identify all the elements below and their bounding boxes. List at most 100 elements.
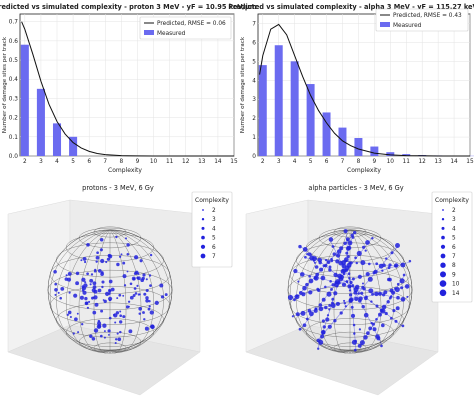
x-tick-label: 7 (103, 159, 107, 165)
damage-site-point (87, 307, 89, 309)
damage-site-point (383, 290, 387, 294)
x-tick-label: 15 (230, 159, 238, 165)
damage-site-point (339, 277, 344, 282)
damage-site-point (351, 314, 355, 318)
damage-site-point (81, 323, 83, 325)
damage-site-point (296, 294, 299, 297)
damage-site-point (306, 318, 309, 321)
damage-site-point (75, 281, 79, 285)
damage-site-point (376, 305, 379, 308)
damage-site-point (92, 311, 96, 315)
damage-site-point (345, 269, 348, 272)
damage-site-point (293, 298, 296, 301)
damage-site-point (366, 331, 370, 335)
damage-site-point (388, 263, 391, 266)
damage-site-point (161, 295, 164, 298)
damage-site-point (335, 259, 339, 263)
damage-site-point (332, 245, 335, 248)
damage-site-point (331, 303, 336, 308)
damage-site-point (349, 289, 351, 291)
y-tick-label: 0.3 (9, 96, 19, 102)
damage-site-point (403, 274, 406, 277)
damage-site-point (352, 278, 355, 281)
legend-marker (442, 209, 444, 211)
damage-site-point (322, 298, 326, 302)
x-tick-label: 5 (309, 159, 313, 165)
y-tick-label: 1 (252, 135, 256, 141)
damage-site-point (122, 262, 125, 265)
damage-site-point (127, 271, 129, 273)
damage-site-point (136, 285, 138, 287)
damage-site-point (150, 324, 154, 328)
damage-site-point (357, 292, 359, 294)
damage-site-point (122, 315, 125, 318)
damage-site-point (342, 283, 346, 287)
damage-site-point (390, 317, 393, 320)
damage-site-point (155, 301, 159, 305)
damage-site-point (108, 254, 111, 257)
x-tick-label: 3 (277, 159, 281, 165)
damage-site-point (149, 284, 152, 287)
damage-site-point (344, 302, 346, 304)
damage-site-point (100, 248, 103, 251)
damage-site-point (321, 276, 326, 281)
y-tick-label: 7 (252, 21, 256, 27)
damage-site-point (328, 304, 331, 307)
damage-site-point (309, 279, 314, 284)
x-tick-label: 7 (341, 159, 345, 165)
damage-site-point (300, 272, 305, 277)
damage-site-point (86, 243, 90, 247)
damage-site-point (397, 283, 400, 286)
damage-site-point (94, 290, 98, 294)
legend-label: 7 (212, 254, 216, 260)
x-tick-label: 14 (450, 159, 458, 165)
damage-site-point (296, 312, 300, 316)
measured-bar (291, 61, 299, 156)
damage-site-point (148, 308, 151, 311)
damage-site-point (126, 305, 129, 308)
damage-site-point (138, 293, 140, 295)
damage-site-point (346, 281, 348, 283)
damage-site-point (314, 262, 316, 264)
damage-site-point (297, 281, 299, 283)
damage-site-point (347, 255, 350, 258)
damage-site-point (333, 291, 337, 295)
damage-site-point (109, 317, 112, 320)
damage-site-point (353, 332, 355, 334)
legend-marker (442, 227, 445, 230)
y-tick-label: 5 (252, 59, 256, 65)
damage-site-point (333, 319, 336, 322)
damage-site-point (365, 240, 370, 245)
damage-site-point (299, 328, 302, 331)
damage-site-point (146, 278, 148, 280)
damage-site-point (60, 287, 64, 291)
damage-site-point (73, 332, 75, 334)
damage-site-point (68, 311, 72, 315)
damage-site-point (347, 284, 351, 288)
damage-site-point (385, 257, 387, 259)
damage-site-point (353, 291, 357, 295)
damage-site-point (402, 325, 405, 328)
damage-site-point (336, 253, 340, 257)
damage-site-point (345, 260, 347, 262)
damage-site-point (77, 331, 79, 333)
damage-site-point (330, 258, 333, 261)
damage-site-point (370, 300, 372, 302)
damage-site-point (317, 348, 319, 350)
x-tick-label: 4 (55, 159, 59, 165)
damage-site-point (308, 309, 312, 313)
legend-marker (442, 218, 444, 220)
damage-site-point (108, 289, 111, 292)
damage-site-point (111, 288, 115, 292)
damage-site-point (130, 296, 134, 300)
damage-site-point (76, 272, 79, 275)
damage-site-point (116, 263, 119, 266)
damage-site-point (102, 324, 106, 328)
damage-site-point (54, 294, 56, 296)
damage-site-point (317, 339, 321, 343)
damage-site-point (68, 272, 72, 276)
damage-site-point (142, 311, 145, 314)
damage-site-point (329, 280, 332, 283)
